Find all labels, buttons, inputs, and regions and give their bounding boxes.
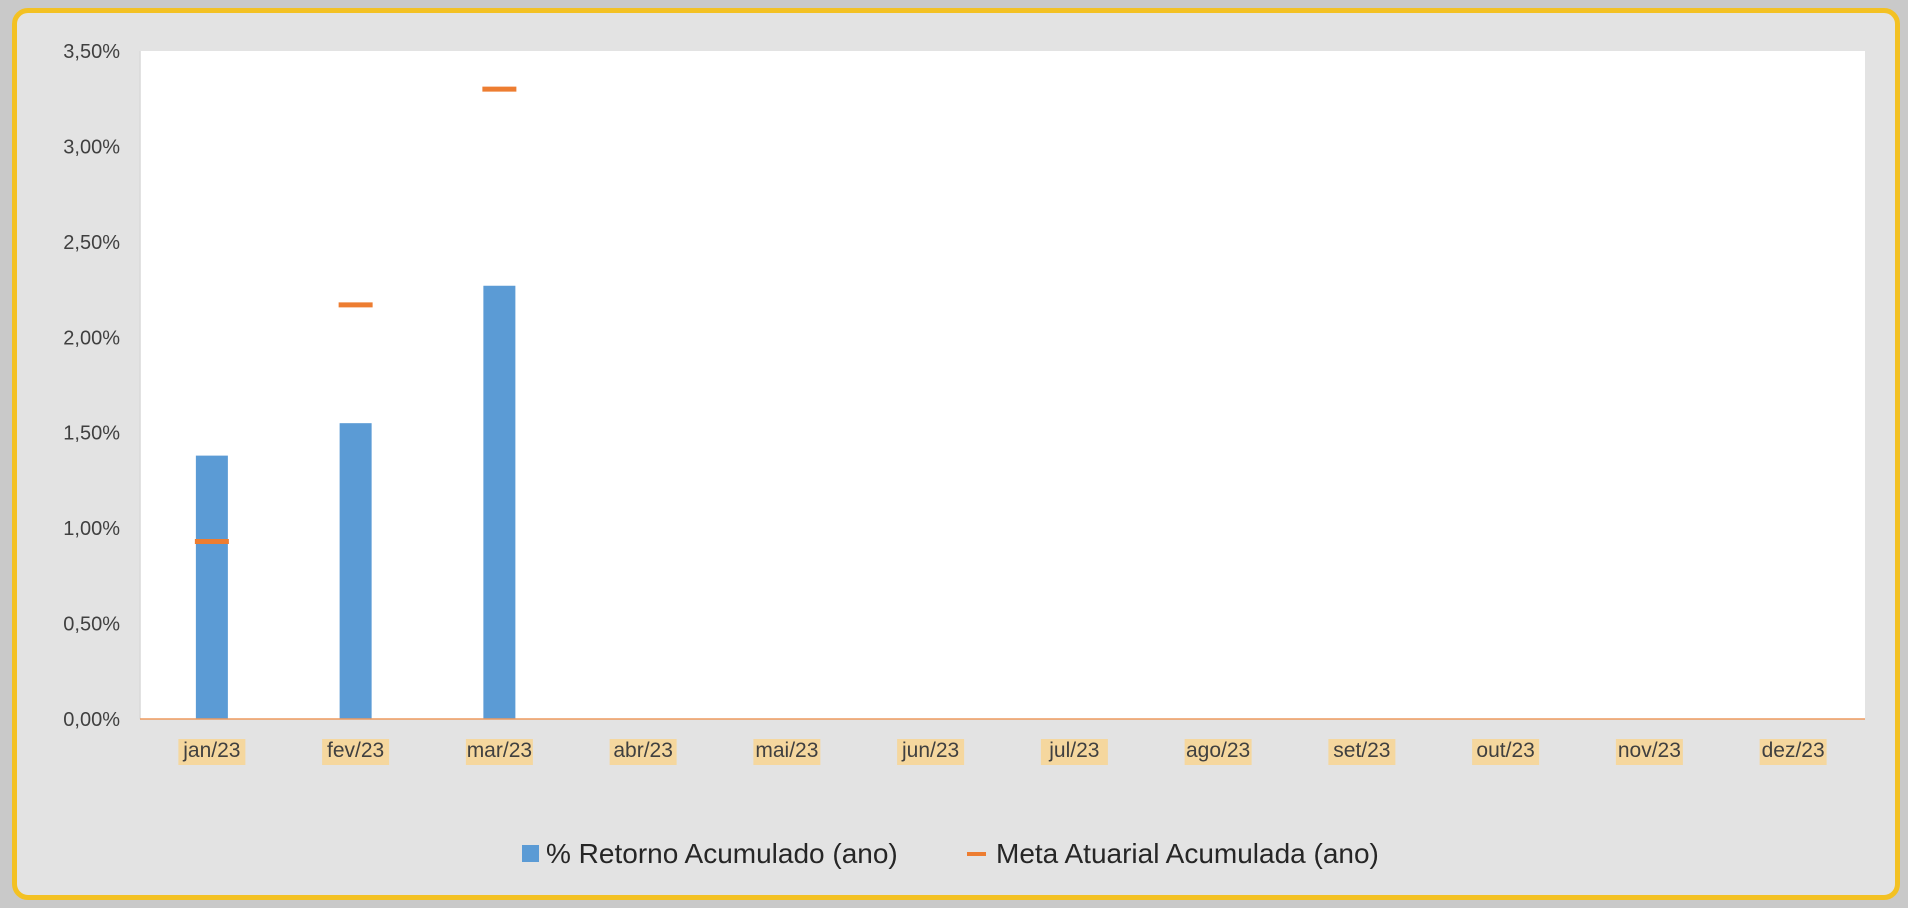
x-tick-nov-23: nov/23 <box>1615 739 1683 765</box>
y-tick-labels: 0,00% 0,50% 1,00% 1,50% 2,00% 2,50% 3,00% 3,50% <box>63 41 120 731</box>
x-tick-label: jun/23 <box>901 739 959 762</box>
y-tick-label: 1,50% <box>63 423 120 445</box>
bar-retorno-fev-23 <box>339 423 372 719</box>
x-tick-highlight <box>465 739 533 765</box>
x-tick-highlight <box>897 739 965 765</box>
x-tick-mar-23: mar/23 <box>465 739 533 765</box>
x-tick-label: out/23 <box>1476 739 1534 762</box>
chart-svg: 0,00% 0,50% 1,00% 1,50% 2,00% 2,50% 3,00% 3,50%… <box>63 41 1865 869</box>
x-tick-labels: jan/23 fev/23 mar/23 abr/23 mai/23 jun/23 jul/… <box>178 739 1827 765</box>
x-tick-highlight <box>1184 739 1252 765</box>
legend-label-retorno: % Retorno Acumulado (ano) <box>546 838 898 869</box>
x-tick-label: fev/23 <box>327 739 384 762</box>
x-tick-out-23: out/23 <box>1472 739 1540 765</box>
x-tick-highlight <box>1759 739 1827 765</box>
x-tick-ago-23: ago/23 <box>1184 739 1252 765</box>
y-tick-label: 3,50% <box>63 41 120 63</box>
x-tick-dez-23: dez/23 <box>1759 739 1827 765</box>
x-tick-jan-23: jan/23 <box>178 739 246 765</box>
y-tick-label: 0,50% <box>63 614 120 636</box>
x-tick-highlight <box>1328 739 1396 765</box>
legend: % Retorno Acumulado (ano) Meta Atuarial A… <box>522 838 1379 869</box>
x-tick-label: mai/23 <box>755 739 818 762</box>
y-tick-label: 0,00% <box>63 709 120 731</box>
x-tick-label: nov/23 <box>1618 739 1681 762</box>
x-tick-highlight <box>322 739 390 765</box>
bar-retorno-mar-23 <box>483 285 516 719</box>
y-tick-label: 2,50% <box>63 232 120 254</box>
x-tick-highlight <box>1040 739 1108 765</box>
x-tick-highlight <box>1472 739 1540 765</box>
x-tick-label: jan/23 <box>182 739 240 762</box>
chart-frame: 0,00% 0,50% 1,00% 1,50% 2,00% 2,50% 3,00% 3,50%… <box>12 8 1900 900</box>
bars-layer <box>195 285 516 719</box>
x-tick-label: abr/23 <box>613 739 673 762</box>
x-tick-label: ago/23 <box>1186 739 1250 762</box>
x-tick-highlight <box>178 739 246 765</box>
y-tick-label: 1,00% <box>63 518 120 540</box>
legend-label-meta: Meta Atuarial Acumulada (ano) <box>996 838 1379 869</box>
x-tick-highlight <box>753 739 821 765</box>
x-tick-label: set/23 <box>1333 739 1390 762</box>
bar-retorno-jan-23 <box>195 455 228 719</box>
x-tick-jul-23: jul/23 <box>1040 739 1108 765</box>
x-tick-label: jul/23 <box>1048 739 1099 762</box>
x-tick-label: mar/23 <box>467 739 532 762</box>
x-tick-label: dez/23 <box>1762 739 1825 762</box>
x-tick-fev-23: fev/23 <box>322 739 390 765</box>
x-tick-highlight <box>609 739 677 765</box>
x-tick-jun-23: jun/23 <box>897 739 965 765</box>
y-tick-label: 2,00% <box>63 327 120 349</box>
plot-area <box>140 51 1865 719</box>
y-tick-label: 3,00% <box>63 136 120 158</box>
x-tick-abr-23: abr/23 <box>609 739 677 765</box>
x-tick-highlight <box>1615 739 1683 765</box>
legend-swatch-retorno <box>522 845 539 862</box>
x-tick-mai-23: mai/23 <box>753 739 821 765</box>
x-tick-set-23: set/23 <box>1328 739 1396 765</box>
markers-layer <box>194 86 517 545</box>
